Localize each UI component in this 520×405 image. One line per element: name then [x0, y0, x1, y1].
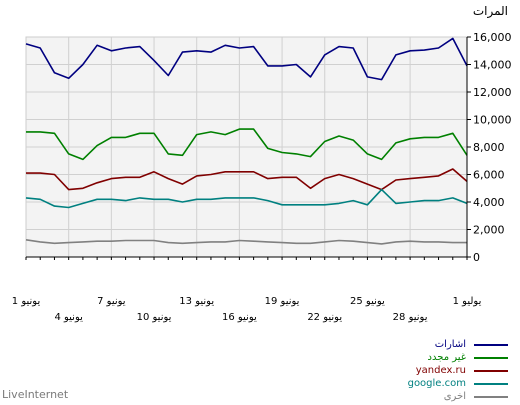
x-tick-label: 28 يونيو [393, 312, 428, 323]
series-line [26, 168, 468, 191]
x-tick-label: 25 يونيو [350, 296, 385, 307]
x-tick-label: 4 يونيو [54, 312, 83, 323]
legend-label: اخرى [443, 391, 466, 402]
y-tick-label: 2,000 [473, 224, 505, 237]
y-tick-label: 8,000 [473, 141, 505, 154]
brand-logo-text: LiveInternet [2, 388, 69, 401]
x-tick-label: 10 يونيو [137, 312, 172, 323]
y-tick-label: 0 [473, 251, 480, 264]
y-tick-label: 6,000 [473, 169, 505, 182]
chart-legend: اشارات غير مجدد yandex.ru google.com اخرى [308, 338, 508, 403]
y-tick-label: 12,000 [473, 86, 512, 99]
legend-swatch [474, 343, 508, 346]
legend-item: اشارات [308, 338, 508, 351]
x-tick-label: 7 يونيو [97, 296, 126, 307]
y-tick-label: 4,000 [473, 196, 505, 209]
series-line [26, 128, 468, 161]
legend-swatch [474, 382, 508, 385]
y-tick-label: 14,000 [473, 59, 512, 72]
legend-swatch [474, 395, 508, 398]
series-line [25, 188, 468, 209]
legend-swatch [474, 369, 508, 372]
legend-label: اشارات [434, 339, 466, 350]
x-tick-label: 22 يونيو [307, 312, 342, 323]
legend-label: yandex.ru [415, 365, 466, 376]
y-tick-label: 16,000 [473, 31, 512, 44]
legend-item: google.com [308, 377, 508, 390]
y-axis-title: المرات [472, 4, 508, 18]
series-line [25, 239, 467, 245]
legend-swatch [474, 356, 508, 359]
x-tick-label: 1 يوليو [453, 296, 482, 307]
series-line [25, 37, 468, 81]
legend-label: غير مجدد [427, 352, 466, 363]
legend-item: غير مجدد [308, 351, 508, 364]
x-tick-label: 13 يونيو [179, 296, 214, 307]
legend-label: google.com [407, 378, 466, 389]
x-tick-label: 16 يونيو [222, 312, 257, 323]
legend-item: yandex.ru [308, 364, 508, 377]
line-chart: 0 2,000 4,000 6,000 8,000 10,000 12,000 14,000 1… [12, 31, 512, 323]
legend-item: اخرى [308, 390, 508, 403]
y-tick-label: 10,000 [473, 114, 512, 127]
x-tick-label: 19 يونيو [265, 296, 300, 307]
x-tick-label: 1 يونيو [12, 296, 41, 307]
